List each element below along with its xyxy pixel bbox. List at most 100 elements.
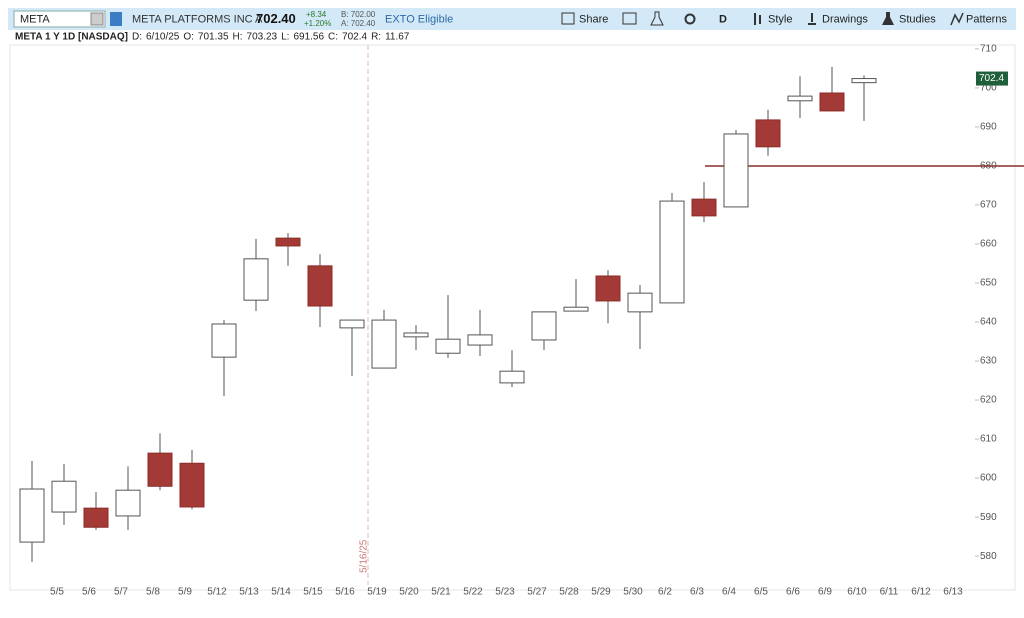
x-tick-label: 6/4: [722, 587, 736, 598]
x-tick-label: 5/22: [463, 587, 483, 598]
candle-body: [243, 258, 269, 301]
share-icon[interactable]: [561, 12, 575, 25]
x-tick-label: 5/9: [178, 587, 192, 598]
y-tick-label: 600: [980, 473, 997, 484]
y-tick-label: 650: [980, 278, 997, 289]
candle-body: [531, 311, 557, 341]
last-price-tag-label: 702.4: [979, 73, 1004, 84]
y-tick-label: 660: [980, 239, 997, 250]
y-tick-label: 630: [980, 356, 997, 367]
drawings-button[interactable]: Drawings: [822, 13, 868, 25]
link-icon[interactable]: [110, 12, 122, 26]
candle-body: [435, 338, 461, 354]
y-tick-label: 700: [980, 83, 997, 94]
y-tick-label: 690: [980, 122, 997, 133]
style-icon[interactable]: [754, 13, 761, 25]
candle-body: [51, 480, 77, 513]
header-text: R:: [371, 32, 381, 43]
header-text: META 1 Y 1D [NASDAQ]: [15, 32, 128, 43]
x-tick-label: 5/23: [495, 587, 515, 598]
candle-body: [275, 237, 301, 247]
x-tick-label: 6/13: [943, 587, 963, 598]
aggregation[interactable]: D: [719, 13, 727, 25]
y-tick-label: 590: [980, 512, 997, 523]
candle-body: [211, 323, 237, 358]
candle-body: [499, 370, 525, 384]
last-price: 702.40: [256, 11, 296, 26]
x-tick-label: 5/14: [271, 587, 291, 598]
header-text: 6/10/25: [146, 32, 180, 43]
x-tick-label: 5/21: [431, 587, 451, 598]
header-text: D:: [132, 32, 142, 43]
candle-body: [147, 452, 173, 487]
candle-body: [819, 92, 845, 112]
header-text: H:: [233, 32, 243, 43]
drawings-icon[interactable]: [808, 13, 816, 25]
patterns-icon[interactable]: [950, 12, 964, 26]
last-price-tag: [976, 71, 1008, 86]
candle-body: [115, 489, 141, 517]
x-tick-label: 6/12: [911, 587, 931, 598]
header-text: 701.35: [198, 32, 229, 43]
x-tick-label: 6/10: [847, 587, 867, 598]
exto-badge[interactable]: EXTO Eligible: [385, 13, 453, 25]
bid: B: 702.00: [341, 10, 376, 19]
flask-icon[interactable]: [650, 11, 664, 26]
x-tick-label: 5/8: [146, 587, 160, 598]
symbol-box[interactable]: [13, 10, 106, 28]
y-tick-label: 710: [980, 44, 997, 55]
candle-body: [787, 95, 813, 102]
y-tick-label: 610: [980, 434, 997, 445]
candle-body: [691, 198, 717, 217]
candle-body: [371, 319, 397, 369]
style-button[interactable]: Style: [768, 13, 792, 25]
change-pct: +1.20%: [304, 19, 331, 28]
candle-body: [179, 462, 205, 508]
x-tick-label: 6/2: [658, 587, 672, 598]
dropdown[interactable]: [90, 12, 104, 26]
calendar-icon[interactable]: [622, 12, 637, 25]
header-text: O:: [183, 32, 194, 43]
x-tick-label: 6/11: [880, 587, 899, 598]
x-tick-label: 6/6: [786, 587, 800, 598]
share-button[interactable]: Share: [579, 13, 608, 25]
gear-icon[interactable]: [684, 13, 696, 25]
studies-icon[interactable]: [882, 12, 894, 25]
x-tick-label: 5/20: [399, 587, 419, 598]
candle-body: [851, 78, 877, 84]
y-tick-label: 640: [980, 317, 997, 328]
x-tick-label: 5/13: [239, 587, 259, 598]
y-tick-label: 670: [980, 200, 997, 211]
x-tick-label: 6/5: [754, 587, 768, 598]
header-text: C:: [328, 32, 338, 43]
plot: META 1 Y 1D [NASDAQ] D: 6/10/25 O: 701.35 H: 7…: [15, 32, 1024, 598]
x-tick-label: 6/9: [818, 587, 832, 598]
candle-body: [403, 332, 429, 338]
x-tick-label: 5/15: [303, 587, 323, 598]
studies-button[interactable]: Studies: [899, 13, 936, 25]
x-tick-label: 5/29: [591, 587, 611, 598]
candle-body: [659, 200, 685, 304]
x-tick-label: 6/3: [690, 587, 704, 598]
candle-body: [19, 488, 45, 543]
x-tick-label: 5/16: [335, 587, 355, 598]
candle-body: [627, 292, 653, 313]
x-tick-label: 5/28: [559, 587, 579, 598]
candle-body: [563, 306, 589, 312]
candle-body: [755, 119, 781, 148]
candle-body: [723, 133, 749, 208]
company: META PLATFORMS INC A: [132, 13, 263, 25]
x-tick-label: 5/7: [114, 587, 128, 598]
candle-body: [83, 507, 109, 528]
date-marker-label: 5/16/25: [359, 539, 370, 573]
x-tick-label: 5/27: [527, 587, 547, 598]
header-text: 703.23: [247, 32, 278, 43]
header-text: 11.67: [385, 32, 410, 43]
symbol: META: [20, 13, 50, 25]
x-tick-label: 5/5: [50, 587, 64, 598]
candle-body: [339, 319, 365, 329]
patterns-button[interactable]: Patterns: [966, 13, 1007, 25]
plot-frame: [9, 44, 1016, 591]
